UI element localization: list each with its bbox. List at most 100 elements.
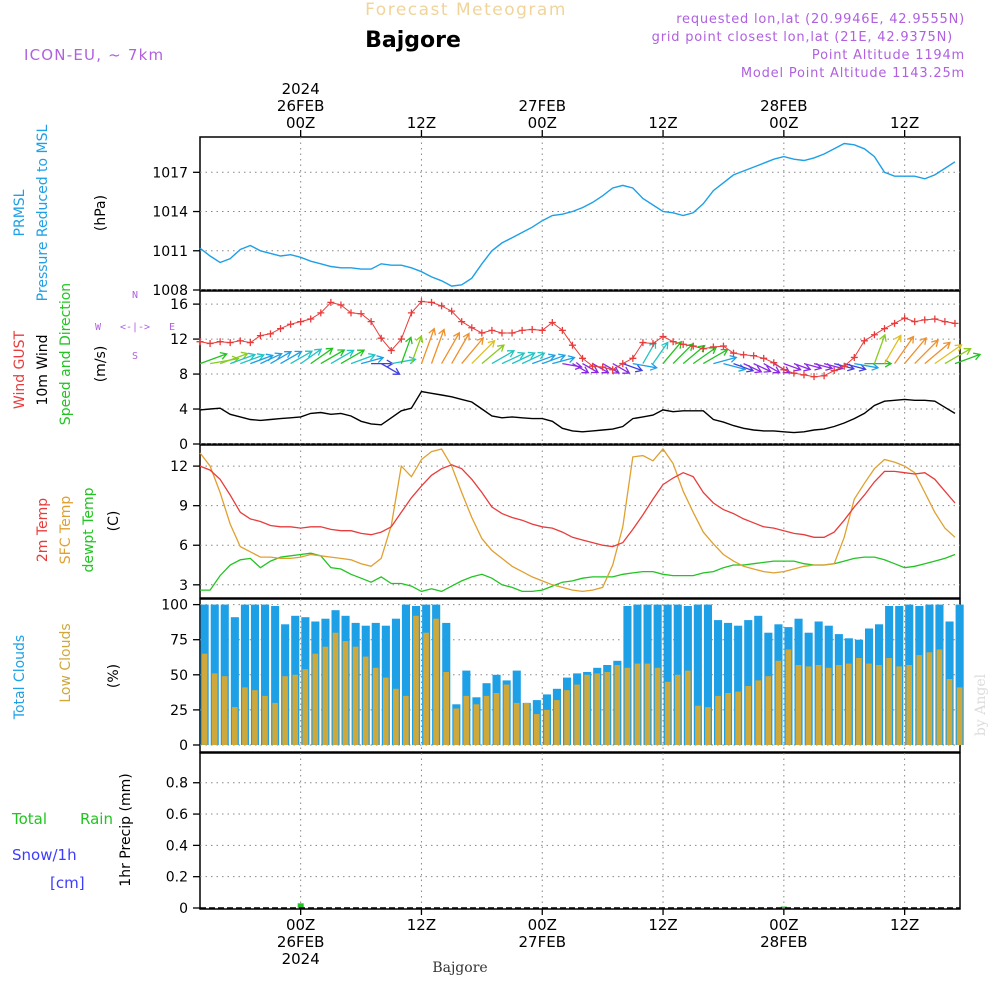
low-cloud-bar <box>654 667 661 745</box>
wind-arrow <box>914 339 939 365</box>
low-cloud-bar <box>362 656 369 745</box>
bottom-time-label: 12Z <box>648 916 677 934</box>
wind-arrow <box>562 362 583 371</box>
y-tick-label: 0 <box>179 901 188 917</box>
precipitation-panel: 0 0.2 0.4 0.6 0.8 Total Rain Snow/1h [cm] 1h… <box>11 752 961 917</box>
low-cloud-bar <box>755 680 762 745</box>
total-cloud-bar <box>754 615 763 745</box>
wind-arrow <box>924 341 951 365</box>
low-cloud-bar <box>825 667 832 745</box>
low-cloud-bar <box>634 663 641 745</box>
low-cloud-bar <box>403 695 409 745</box>
bottom-time-label: 2024 <box>282 950 320 968</box>
pressure-line <box>199 142 956 287</box>
low-cloud-bar <box>846 663 852 745</box>
pressure-grid <box>200 137 960 291</box>
gust-marker <box>488 326 496 334</box>
y-tick-label: 0.2 <box>166 870 188 886</box>
watermark: by Angel <box>973 673 989 736</box>
rain-label: Rain <box>80 810 113 828</box>
wind-arrow <box>229 352 257 365</box>
gust-marker <box>216 338 224 346</box>
gust-marker <box>518 326 526 334</box>
requested-coords: requested lon,lat (20.9946E, 42.9555N) <box>676 12 965 27</box>
wind-y-ticks: 0 4 8 12 16 <box>170 297 200 453</box>
low-cloud-bar <box>795 665 802 745</box>
gust-marker <box>287 320 295 328</box>
total-cloud-bar <box>955 604 964 745</box>
wind-arrow <box>864 359 893 368</box>
gust-marker <box>669 338 677 346</box>
gust-marker <box>830 367 838 375</box>
low-cloud-bar <box>815 665 822 745</box>
low-cloud-bar <box>232 707 238 745</box>
low-cloud-bar <box>312 653 319 745</box>
wind-arrow <box>552 355 576 365</box>
gust-marker <box>508 329 516 337</box>
wind-arrow <box>199 351 228 365</box>
y-tick-label: 1011 <box>152 244 188 260</box>
gust-marker <box>579 354 587 362</box>
gust-marker <box>941 318 949 326</box>
wind-unit-label: (m/s) <box>93 346 109 383</box>
total-cloud-bar <box>693 604 702 745</box>
total-label: Total <box>11 810 47 828</box>
low-cloud-bar <box>282 676 288 745</box>
total-cloud-bar <box>271 606 280 745</box>
low-cloud-bar <box>805 666 812 745</box>
low-cloud-bar <box>453 708 460 745</box>
gust-marker <box>206 339 214 347</box>
wind-arrow <box>320 349 346 365</box>
gust-marker <box>246 339 254 347</box>
y-tick-label: 9 <box>179 499 188 515</box>
wind-arrow <box>733 362 755 373</box>
wind-arrow <box>240 353 266 365</box>
low-cloud-bar <box>604 672 611 745</box>
wind-arrow <box>763 363 781 374</box>
bottom-time-label: 12Z <box>407 916 436 934</box>
gust-marker <box>679 340 687 348</box>
gust-marker <box>659 332 667 340</box>
total-cloud-bar <box>240 604 249 745</box>
low-cloud-bar <box>685 670 691 745</box>
wind-arrow <box>400 336 413 364</box>
low-cloud-bar <box>644 663 651 745</box>
total-cloud-bar <box>220 604 229 745</box>
low-cloud-bar <box>272 702 278 745</box>
y-tick-label: 12 <box>170 332 188 348</box>
low-cloud-bar <box>735 691 741 745</box>
gust-marker <box>327 298 335 306</box>
wind-arrow <box>441 331 461 364</box>
wind-arrow <box>471 339 496 365</box>
y-tick-label: 0 <box>179 437 188 453</box>
model-altitude: Model Point Altitude 1143.25m <box>741 66 965 81</box>
low-cloud-bar <box>523 702 530 745</box>
low-cloud-bar <box>856 658 862 745</box>
wind-arrow <box>934 344 963 365</box>
wind-arrow <box>410 334 424 364</box>
gust-marker <box>629 354 637 362</box>
gust-marker <box>397 335 405 343</box>
wind-arrow <box>632 362 658 371</box>
wind-arrow <box>894 335 915 364</box>
gust-marker <box>417 297 425 305</box>
bottom-time-label: 27FEB <box>519 933 566 951</box>
y-tick-label: 100 <box>161 598 188 614</box>
y-tick-label: 8 <box>179 367 188 383</box>
compass-rose: N W E S <-|-> <box>95 290 175 362</box>
footer-location: Bajgore <box>432 960 487 976</box>
gust-marker <box>870 331 878 339</box>
gust-marker <box>428 298 436 306</box>
compass-arrows: <-|-> <box>120 322 150 333</box>
low-cloud-bar <box>513 702 520 745</box>
low-cloud-bar <box>836 665 842 745</box>
low-cloud-bar <box>956 687 963 745</box>
gust-marker <box>800 371 808 379</box>
low-cloud-bar <box>705 707 711 745</box>
gust-marker <box>760 354 768 362</box>
pressure-panel: 1008 1011 1014 1017 PRMSL Pressure Reduced … <box>12 124 961 301</box>
precip-grid <box>200 753 960 909</box>
wind-arrow <box>430 328 446 364</box>
gust-marker <box>307 315 315 323</box>
